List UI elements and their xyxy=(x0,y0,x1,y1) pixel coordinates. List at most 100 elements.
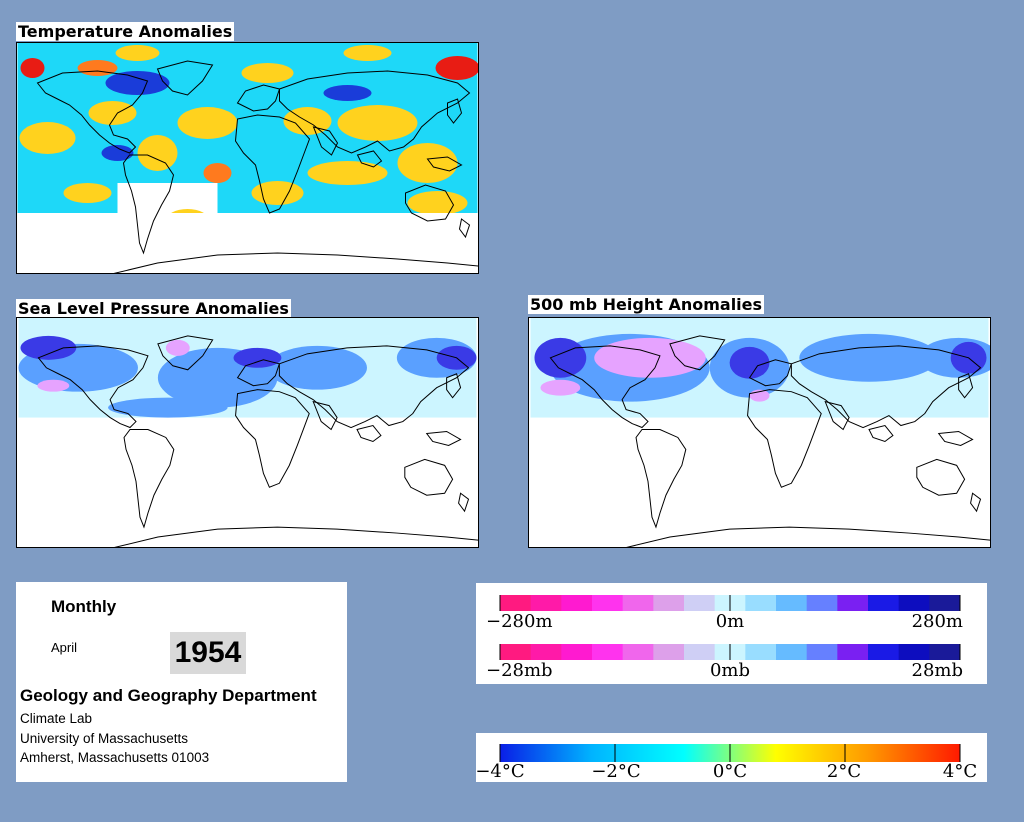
slp-region-5 xyxy=(20,335,77,360)
height-swatch-0 xyxy=(500,595,532,611)
coastline-africa xyxy=(234,114,311,214)
pressure-swatch-2 xyxy=(561,644,593,660)
slp-region-6 xyxy=(233,347,282,368)
coastline-north-america xyxy=(36,70,149,154)
temp-label-plus4: 4°C xyxy=(943,761,977,782)
pressure-label-max: 28mb xyxy=(912,660,964,681)
address-label: Amherst, Massachusetts 01003 xyxy=(20,750,210,765)
pressure-swatch-9 xyxy=(776,644,808,660)
height-swatch-4 xyxy=(622,595,654,611)
pressure-swatch-14 xyxy=(929,644,961,660)
pressure-swatch-4 xyxy=(622,644,654,660)
h500-region-4 xyxy=(534,337,587,378)
temp-no-data-south-pacific xyxy=(117,183,168,223)
temp-label-zero: 0°C xyxy=(713,761,747,782)
coastline-india-sri-lanka xyxy=(356,150,383,168)
pressure-swatch-10 xyxy=(806,644,838,660)
coastline-asia xyxy=(279,70,471,154)
coastline-antarctica xyxy=(114,526,478,547)
coastline-india-sri-lanka xyxy=(868,424,894,443)
coastline-africa xyxy=(747,389,822,488)
temp-region-14 xyxy=(343,45,392,61)
pressure-swatch-3 xyxy=(592,644,624,660)
temp-region-11 xyxy=(251,181,304,205)
pressure-swatch-0 xyxy=(500,644,532,660)
coastline-south-america xyxy=(123,429,175,529)
pressure-swatch-5 xyxy=(653,644,685,660)
coastline-greenland xyxy=(157,335,214,371)
coastline-south-america xyxy=(122,154,175,255)
lab-label: Climate Lab xyxy=(20,711,93,726)
pressure-swatch-8 xyxy=(745,644,777,660)
pressure-label-zero: 0mb xyxy=(710,660,750,681)
coastline-europe xyxy=(748,359,793,387)
department-label: Geology and Geography Department xyxy=(20,686,317,705)
info-box: Monthly April 1954 Geology and Geography… xyxy=(16,582,347,782)
pressure-swatch-11 xyxy=(837,644,869,660)
temp-region-1 xyxy=(88,101,137,125)
coastline-asia xyxy=(790,345,982,429)
coastline-japan xyxy=(446,373,462,399)
period-label: Monthly xyxy=(51,597,117,616)
temp-region-15 xyxy=(77,60,118,76)
temp-region-8 xyxy=(397,143,458,183)
temperature-title: Temperature Anomalies xyxy=(16,22,235,41)
coastline-asia xyxy=(278,345,470,429)
height-swatch-6 xyxy=(684,595,716,611)
coastline-australia xyxy=(404,458,454,496)
height-label-zero: 0m xyxy=(716,611,745,632)
year-label: 1954 xyxy=(170,632,246,674)
coastline-antarctica xyxy=(626,526,990,547)
temp-label-minus2: −2°C xyxy=(591,761,640,782)
pressure-swatch-6 xyxy=(684,644,716,660)
temp-region-13 xyxy=(115,45,160,61)
temp-region-17 xyxy=(203,163,232,183)
temp-region-18 xyxy=(105,71,170,95)
temp-region-22 xyxy=(20,58,45,78)
coastline-australia xyxy=(405,184,455,222)
slp-region-8 xyxy=(37,379,70,392)
coastline-north-america xyxy=(37,345,149,429)
height-label-max: 280m xyxy=(912,611,963,632)
coastline-north-america xyxy=(549,345,661,429)
university-label: University of Massachusetts xyxy=(20,731,189,746)
month-label: April xyxy=(51,640,78,655)
coastline-europe xyxy=(236,359,281,387)
coastline-south-america xyxy=(635,429,687,529)
temp-region-7 xyxy=(337,105,418,141)
temp-region-9 xyxy=(63,183,112,203)
coastline-maritime-islands xyxy=(425,430,462,446)
h500-region-7 xyxy=(594,337,706,378)
temp-no-data-south xyxy=(17,213,478,273)
height-swatch-1 xyxy=(530,595,562,611)
height-swatch-3 xyxy=(592,595,624,611)
coastline-maritime-islands xyxy=(937,430,974,446)
height-swatch-8 xyxy=(745,595,777,611)
coastline-india-sri-lanka xyxy=(356,424,382,443)
height-label-min: −280m xyxy=(486,611,553,632)
temp-region-20 xyxy=(101,145,134,161)
slp-region-2 xyxy=(267,345,367,390)
temp-region-6 xyxy=(307,161,388,185)
height-swatch-10 xyxy=(806,595,838,611)
slp-region-4 xyxy=(108,397,228,418)
temp-region-3 xyxy=(177,107,238,139)
coastline-arabia xyxy=(312,400,338,431)
coastline-europe xyxy=(236,84,281,112)
slp-anomaly-map xyxy=(16,317,479,548)
temp-region-21 xyxy=(435,56,478,80)
pressure-swatch-13 xyxy=(898,644,930,660)
coastline-new-zealand xyxy=(970,492,982,513)
temp-region-4 xyxy=(241,63,294,83)
slp-region-9 xyxy=(165,339,190,356)
height-pressure-legend: −280m 0m 280m −28mb 0mb 28mb xyxy=(476,583,987,684)
slp-title: Sea Level Pressure Anomalies xyxy=(16,299,291,318)
height-swatch-2 xyxy=(561,595,593,611)
coastline-japan xyxy=(447,98,463,124)
temp-region-12 xyxy=(407,191,468,215)
h500-region-5 xyxy=(729,346,770,379)
temperature-legend: −4°C −2°C 0°C 2°C 4°C xyxy=(476,733,987,782)
pressure-swatch-12 xyxy=(868,644,900,660)
temp-label-minus4: −4°C xyxy=(476,761,525,782)
height-500mb-anomaly-map xyxy=(528,317,991,548)
